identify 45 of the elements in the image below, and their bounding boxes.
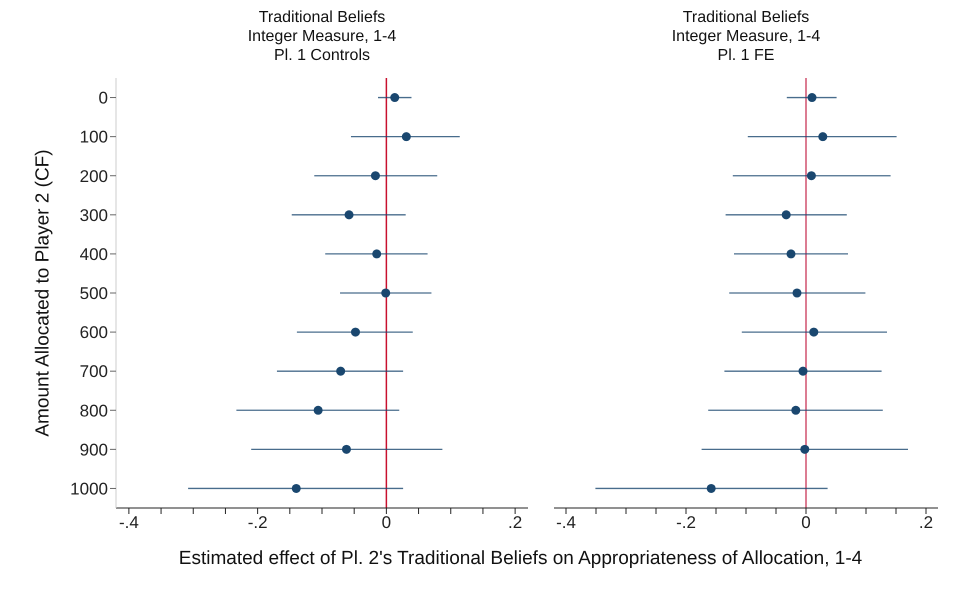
y-tick-label: 300 bbox=[80, 206, 108, 225]
y-tick-label: 200 bbox=[80, 166, 108, 186]
y-tick-label: 500 bbox=[80, 284, 108, 304]
point bbox=[370, 171, 380, 180]
point bbox=[402, 132, 411, 142]
point bbox=[792, 288, 802, 298]
y-tick-label: 900 bbox=[80, 440, 108, 460]
point bbox=[800, 444, 810, 454]
y-tick-label: 100 bbox=[80, 128, 108, 147]
point bbox=[390, 93, 400, 102]
x-tick-label: -.2 bbox=[676, 513, 696, 532]
point bbox=[372, 249, 382, 258]
point bbox=[350, 328, 360, 337]
point bbox=[809, 328, 818, 337]
x-tick-label: -.4 bbox=[556, 513, 576, 532]
point bbox=[344, 210, 354, 220]
y-tick-label: 800 bbox=[80, 401, 108, 420]
point bbox=[314, 406, 323, 415]
point bbox=[336, 366, 346, 376]
y-tick-label: 0 bbox=[98, 88, 108, 108]
point bbox=[806, 171, 816, 180]
point bbox=[782, 210, 791, 220]
y-axis-title: Amount Allocated to Player 2 (CF) bbox=[32, 149, 54, 437]
point bbox=[706, 484, 716, 493]
chart-title: Traditional Beliefs Integer Measure, 1-4 Pl. 1 FE bbox=[670, 8, 822, 66]
x-axis-title: Estimated effect of Pl. 2's Traditional Beliefs on Appropriateness of Allocation, 1-4 bbox=[178, 548, 864, 570]
y-tick-label: 700 bbox=[80, 362, 108, 382]
point bbox=[292, 484, 301, 493]
point bbox=[798, 366, 808, 376]
point bbox=[786, 249, 796, 258]
point bbox=[807, 93, 817, 102]
y-tick-label: 600 bbox=[80, 323, 108, 342]
x-tick-label: .2 bbox=[508, 513, 522, 532]
point bbox=[791, 406, 800, 415]
x-tick-label: 0 bbox=[382, 513, 392, 532]
x-tick-label: -.2 bbox=[248, 513, 268, 532]
x-tick-label: -.4 bbox=[118, 513, 139, 532]
y-tick-label: 1000 bbox=[70, 479, 108, 498]
x-tick-label: 0 bbox=[801, 513, 811, 532]
chart-title: Traditional Beliefs Integer Measure, 1-4 Pl. 1 Controls bbox=[246, 8, 398, 66]
point bbox=[342, 444, 351, 454]
point bbox=[381, 288, 390, 298]
y-tick-label: 400 bbox=[80, 244, 108, 264]
point bbox=[818, 132, 828, 142]
x-tick-label: .2 bbox=[918, 513, 934, 532]
